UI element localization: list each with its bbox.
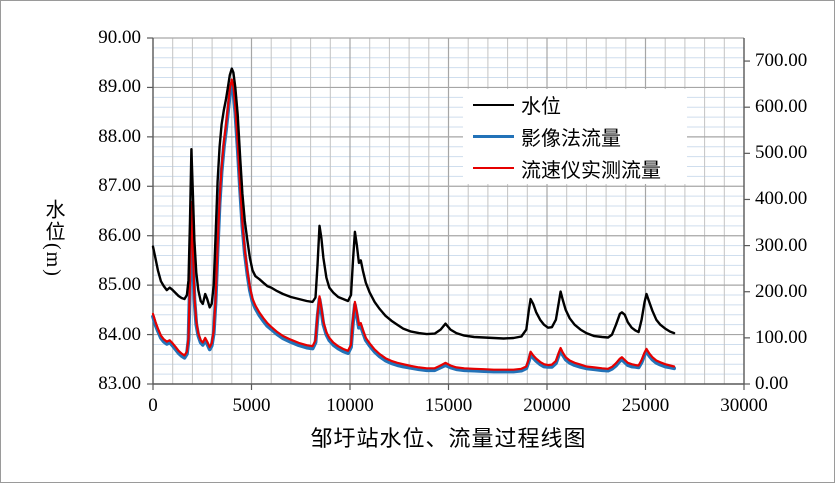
x-axis-tick-label: 0 xyxy=(148,395,158,416)
x-axis-tick-label: 15000 xyxy=(424,395,473,416)
right-axis-tick-label: 100.00 xyxy=(755,326,808,348)
x-axis-tick-label: 20000 xyxy=(523,395,571,416)
left-axis-tick-label: 85.00 xyxy=(98,274,141,296)
chart-title: 邹圩站水位、流量过程线图 xyxy=(310,426,587,451)
legend-line-sample-red xyxy=(473,167,514,170)
series-line-水位 xyxy=(151,67,676,340)
right-axis-tick-label: 300.00 xyxy=(755,234,808,256)
legend-item-image-method-flow: 影像法流量 xyxy=(463,122,687,151)
left-axis-tick-label: 87.00 xyxy=(98,175,141,197)
legend-label: 影像法流量 xyxy=(521,127,621,150)
right-axis-tick-label: 500.00 xyxy=(755,142,808,164)
right-axis-tick-label: 700.00 xyxy=(755,50,808,72)
left-axis-tick-label: 86.00 xyxy=(98,224,141,246)
x-axis-tick-label: 10000 xyxy=(326,395,374,416)
chart-legend: 水位 影像法流量 流速仪实测流量 xyxy=(463,89,687,184)
right-axis-tick-label: 400.00 xyxy=(755,188,808,210)
right-axis-tick-label: 0.00 xyxy=(755,373,789,394)
left-axis-tick-label: 89.00 xyxy=(98,76,141,98)
legend-line-sample-black xyxy=(473,103,514,107)
left-axis-tick-label: 84.00 xyxy=(98,323,141,345)
legend-item-water-level: 水位 xyxy=(463,90,687,119)
x-axis-tick-label: 25000 xyxy=(621,395,670,416)
x-axis-tick-label: 5000 xyxy=(232,395,271,416)
right-axis-tick-label: 200.00 xyxy=(755,280,808,302)
legend-line-sample-blue xyxy=(473,134,514,139)
series-line-流速仪实测流量 xyxy=(151,78,676,371)
legend-item-current-meter-flow: 流速仪实测流量 xyxy=(463,154,687,183)
legend-label: 水位 xyxy=(521,96,561,119)
x-axis-tick-label: 30000 xyxy=(720,395,768,416)
left-axis-tick-label: 88.00 xyxy=(98,125,141,147)
left-axis-tick-label: 90.00 xyxy=(98,27,141,48)
left-axis-tick-label: 83.00 xyxy=(98,373,141,394)
legend-label: 流速仪实测流量 xyxy=(521,159,661,182)
y-axis-title: 水位(m) xyxy=(42,199,64,278)
right-axis-tick-label: 600.00 xyxy=(755,96,808,118)
